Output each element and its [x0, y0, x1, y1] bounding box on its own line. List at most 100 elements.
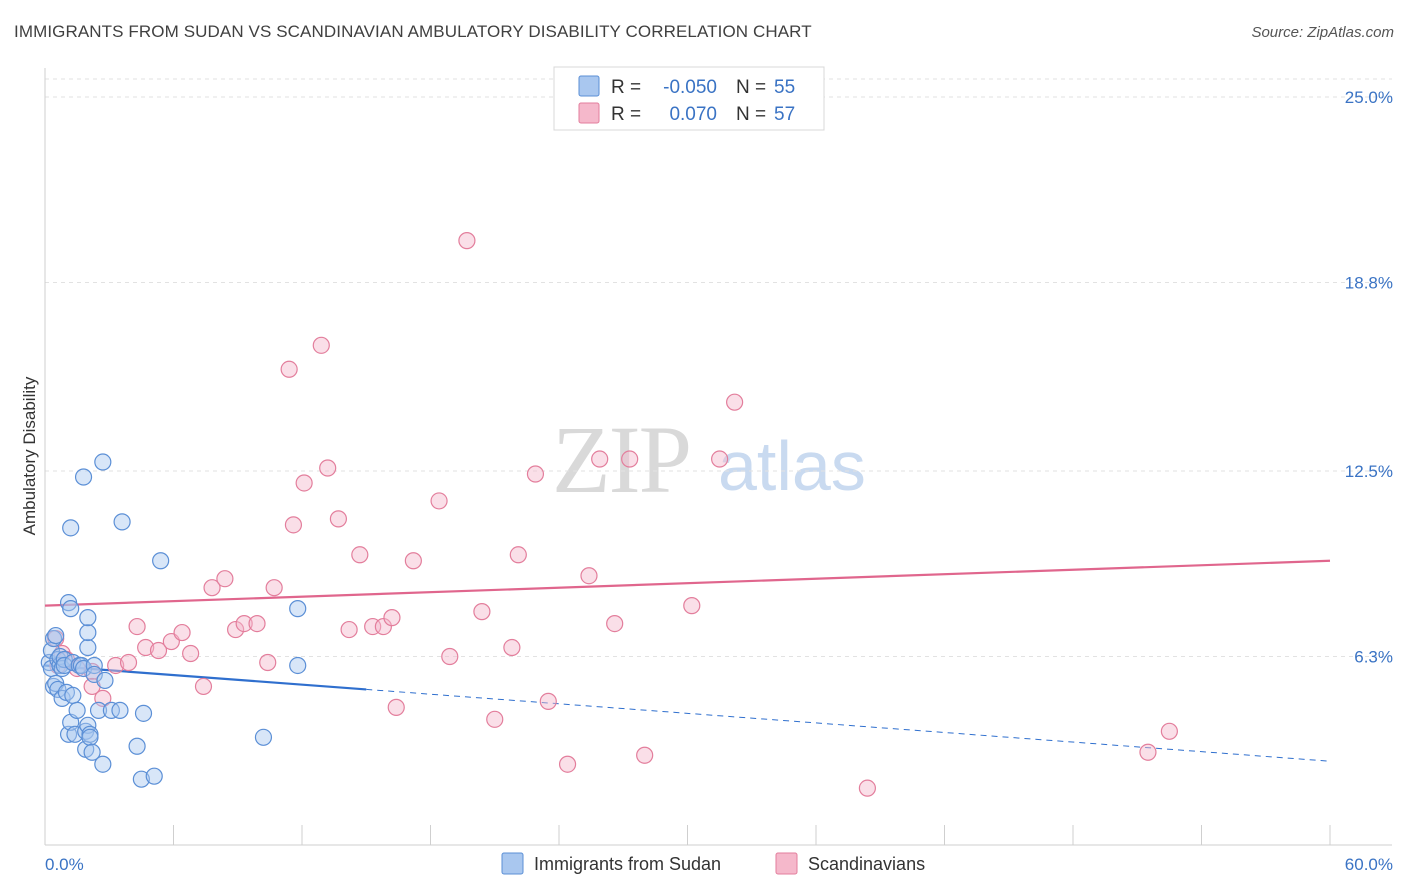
trend-line-sudan: [44, 664, 367, 691]
y-tick-labels: 6.3% 12.5% 18.8% 25.0%: [1345, 88, 1393, 667]
point-scandinavians: [1160, 722, 1178, 740]
point-sudan: [64, 686, 82, 705]
point-scandinavians: [404, 552, 422, 570]
point-sudan: [72, 656, 91, 675]
point-sudan: [152, 552, 170, 570]
point-sudan: [289, 656, 307, 675]
trend-lines: [44, 559, 1331, 762]
point-sudan: [89, 701, 108, 719]
point-scandinavians: [319, 459, 337, 477]
point-scandinavians: [248, 614, 266, 633]
point-scandinavians: [203, 579, 221, 597]
chart-title: IMMIGRANTS FROM SUDAN VS SCANDINAVIAN AM…: [14, 22, 812, 41]
stats-r-value-scandinavians: 0.070: [669, 104, 717, 125]
point-sudan: [289, 600, 307, 618]
point-sudan: [134, 704, 153, 722]
point-sudan: [62, 519, 80, 537]
point-scandinavians: [539, 692, 557, 710]
point-scandinavians: [259, 653, 277, 672]
x-axis-ticks: [44, 825, 1331, 845]
point-sudan: [96, 671, 114, 690]
point-sudan: [83, 743, 101, 761]
y-tick-label: 12.5%: [1345, 462, 1393, 481]
point-scandinavians: [711, 450, 729, 468]
stats-r-label-scandinavians: R =: [611, 104, 641, 125]
legend: Immigrants from Sudan Scandinavians: [501, 852, 925, 875]
x-tick-label-max: 60.0%: [1345, 855, 1393, 874]
point-sudan: [74, 659, 93, 678]
gridlines: [45, 78, 1392, 658]
point-scandinavians: [149, 641, 168, 660]
point-scandinavians: [119, 653, 138, 672]
point-scandinavians: [458, 232, 476, 250]
point-scandinavians: [636, 746, 654, 764]
watermark-zip: ZIP: [552, 406, 690, 513]
point-sudan: [128, 737, 146, 755]
point-scandinavians: [621, 450, 639, 468]
y-axis-label: Ambulatory Disability: [20, 376, 39, 535]
stats-swatch-scandinavians: [578, 102, 600, 124]
point-sudan: [79, 638, 97, 657]
point-scandinavians: [473, 603, 491, 621]
point-sudan: [94, 755, 112, 773]
point-sudan: [132, 770, 150, 788]
point-scandinavians: [137, 638, 155, 657]
point-scandinavians: [295, 474, 313, 492]
point-scandinavians: [509, 546, 527, 564]
point-scandinavians: [284, 516, 303, 534]
point-scandinavians: [312, 336, 330, 354]
point-scandinavians: [227, 620, 245, 639]
point-sudan: [254, 728, 273, 746]
point-sudan: [85, 665, 103, 684]
stats-n-label-scandinavians: N =: [736, 104, 766, 125]
point-sudan: [85, 656, 103, 675]
point-sudan: [79, 623, 97, 642]
y-tick-label: 18.8%: [1345, 274, 1393, 293]
point-sudan: [113, 513, 131, 531]
y-tick-label: 6.3%: [1354, 648, 1393, 667]
point-scandinavians: [173, 623, 191, 642]
point-scandinavians: [606, 614, 624, 633]
legend-label-sudan: Immigrants from Sudan: [534, 854, 721, 874]
point-scandinavians: [329, 510, 348, 528]
point-scandinavians: [503, 638, 521, 657]
x-tick-label-min: 0.0%: [45, 855, 84, 874]
point-scandinavians: [216, 570, 234, 588]
stats-swatch-sudan: [578, 75, 600, 97]
legend-swatch-sudan: [501, 852, 524, 875]
point-scandinavians: [128, 617, 146, 636]
point-scandinavians: [558, 755, 577, 773]
watermark-atlas: atlas: [718, 427, 866, 505]
point-scandinavians: [591, 450, 609, 468]
point-sudan: [145, 767, 163, 785]
point-scandinavians: [1139, 743, 1157, 761]
point-scandinavians: [441, 647, 459, 666]
stats-box: R = -0.050 N = 55 R = 0.070 N = 57: [553, 66, 825, 131]
point-scandinavians: [726, 393, 744, 411]
point-sudan: [74, 468, 93, 486]
source-credit: Source: ZipAtlas.com: [1251, 24, 1394, 41]
point-scandinavians: [387, 698, 405, 716]
stats-r-label-sudan: R =: [611, 77, 641, 98]
point-scandinavians: [383, 609, 401, 627]
legend-swatch-scandinavians: [775, 852, 798, 875]
point-sudan: [47, 626, 65, 645]
stats-r-value-sudan: -0.050: [663, 77, 717, 98]
point-scandinavians: [340, 620, 358, 639]
trend-line-extension-sudan: [366, 688, 1331, 762]
stats-n-label-sudan: N =: [736, 77, 766, 98]
y-tick-label: 25.0%: [1345, 88, 1393, 107]
point-sudan: [68, 701, 86, 719]
point-scandinavians: [374, 617, 392, 636]
point-scandinavians: [486, 710, 504, 728]
point-sudan: [94, 453, 112, 471]
legend-label-scandinavians: Scandinavians: [808, 854, 925, 874]
stats-n-value-sudan: 55: [774, 77, 795, 98]
point-sudan: [81, 728, 99, 746]
point-scandinavians: [235, 614, 253, 633]
point-scandinavians: [683, 597, 701, 615]
point-scandinavians: [580, 567, 598, 585]
point-sudan: [44, 629, 63, 648]
stats-n-value-scandinavians: 57: [774, 104, 795, 125]
